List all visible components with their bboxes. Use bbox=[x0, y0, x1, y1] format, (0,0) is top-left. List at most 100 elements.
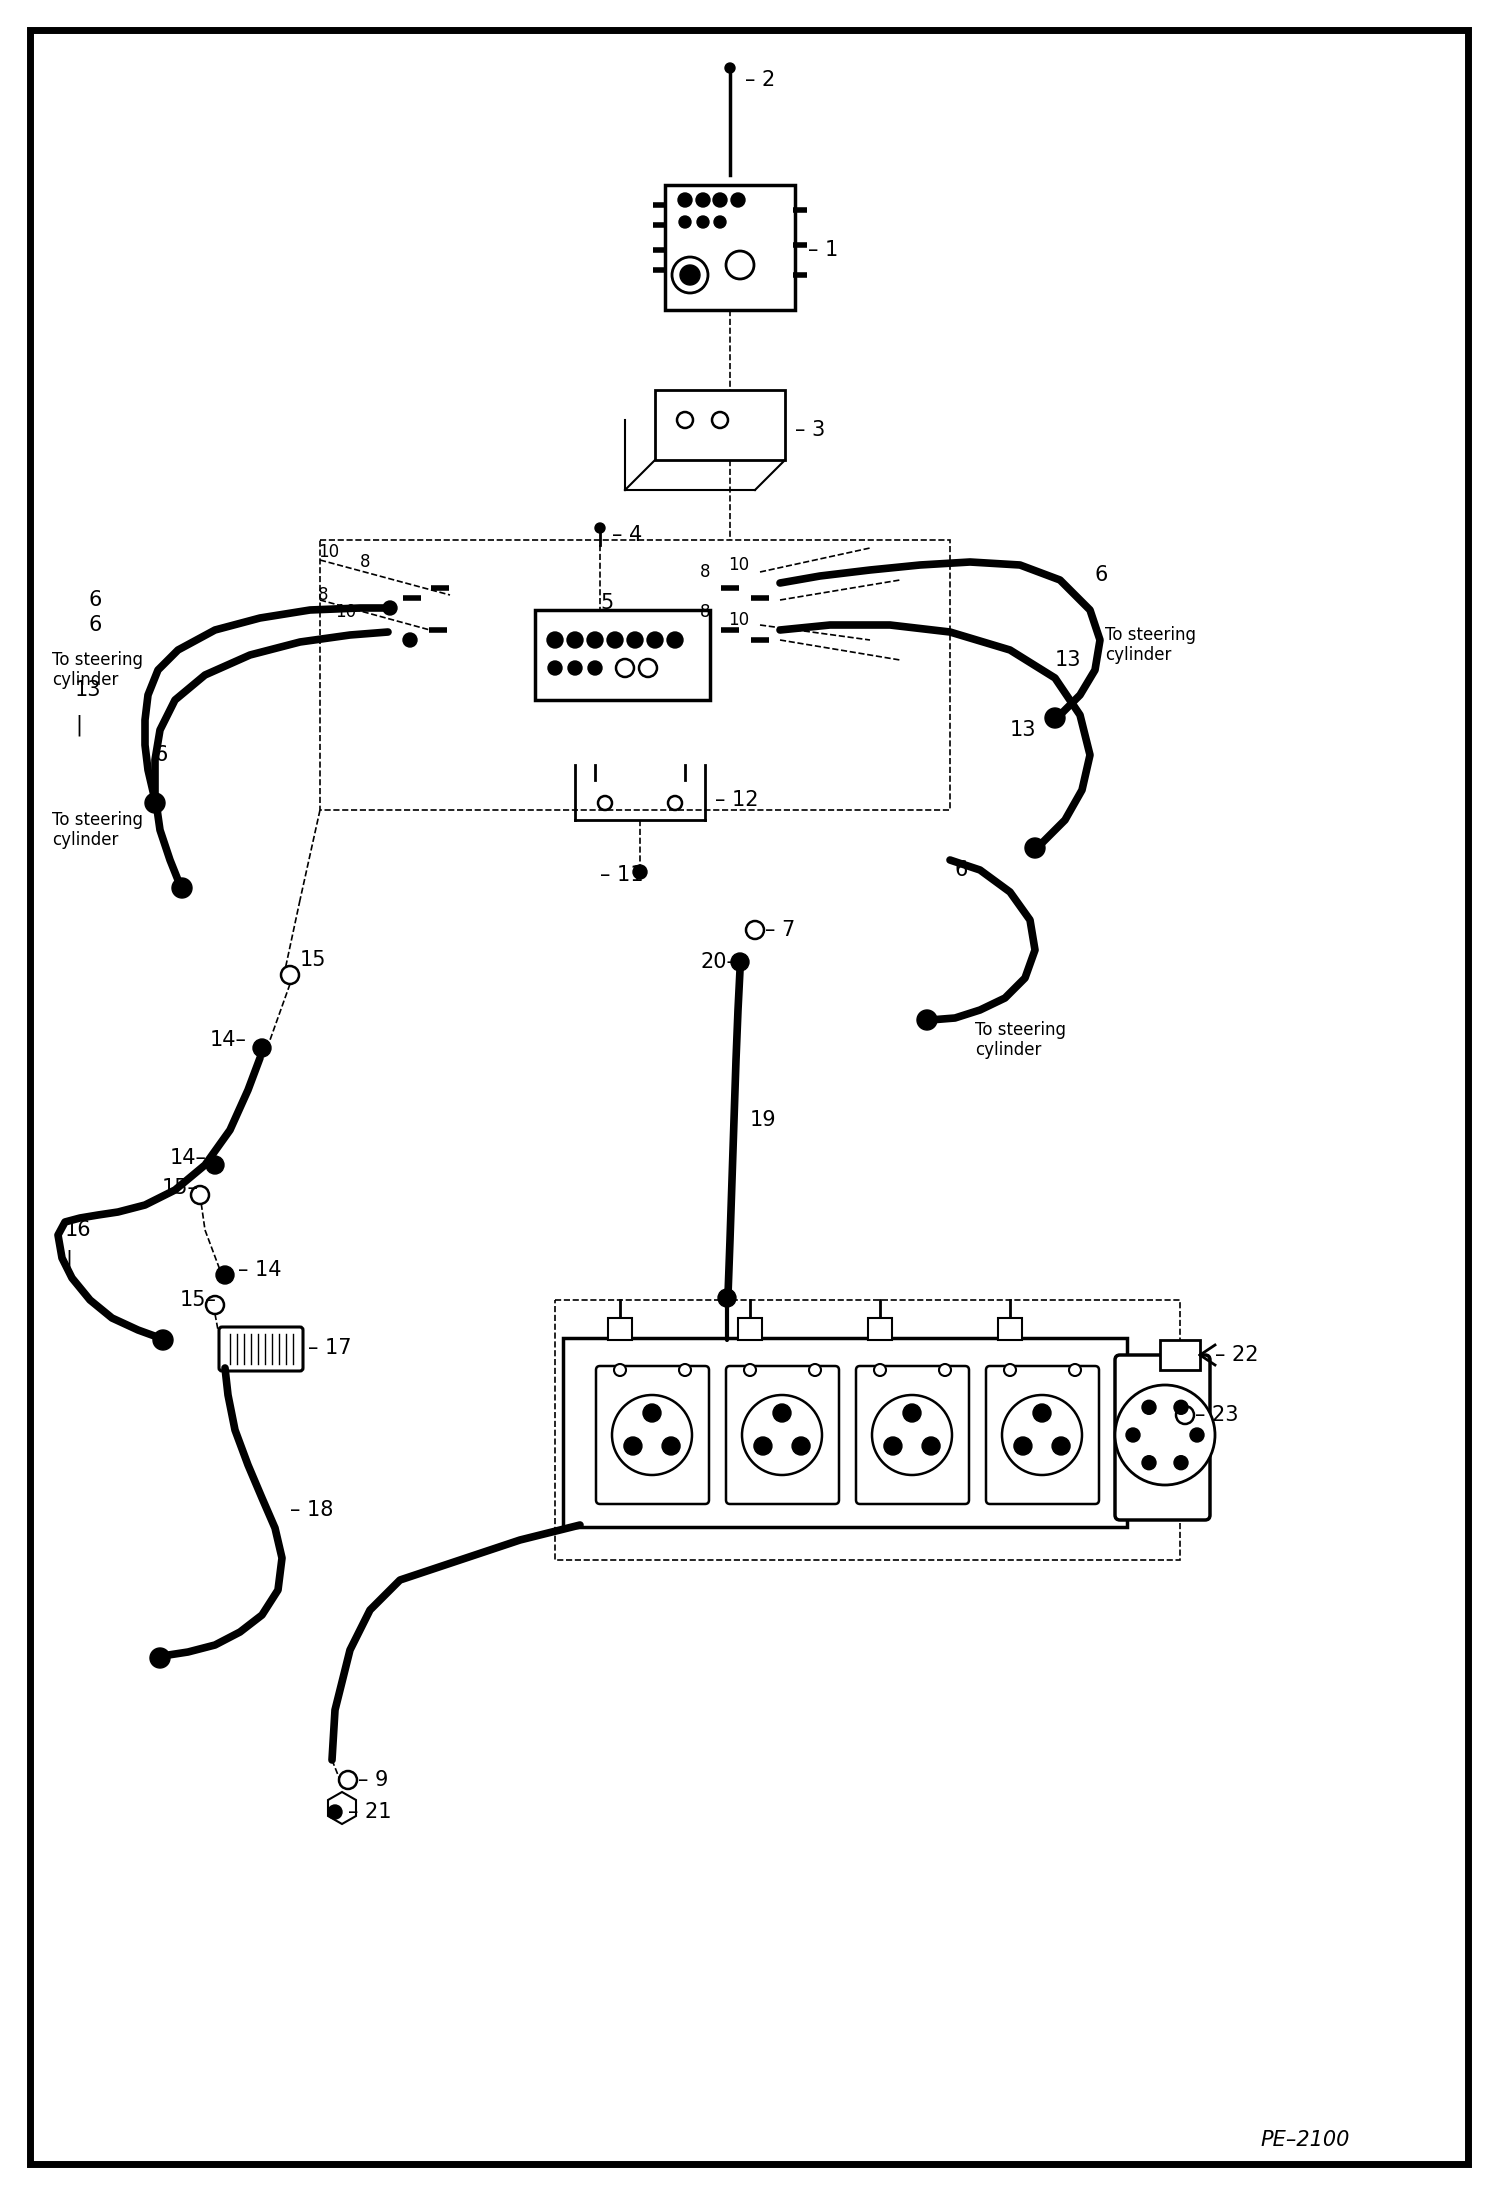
Circle shape bbox=[1174, 1400, 1188, 1415]
Circle shape bbox=[923, 1437, 941, 1455]
FancyBboxPatch shape bbox=[608, 1319, 632, 1341]
FancyBboxPatch shape bbox=[867, 1319, 891, 1341]
Circle shape bbox=[614, 1365, 626, 1376]
Circle shape bbox=[587, 632, 604, 647]
Circle shape bbox=[150, 1648, 169, 1667]
Circle shape bbox=[1025, 838, 1046, 858]
Text: cylinder: cylinder bbox=[975, 1040, 1041, 1060]
Circle shape bbox=[697, 215, 709, 228]
FancyBboxPatch shape bbox=[1115, 1356, 1210, 1520]
Text: 19: 19 bbox=[750, 1110, 776, 1130]
Circle shape bbox=[731, 193, 745, 206]
Circle shape bbox=[667, 632, 683, 647]
Text: 8: 8 bbox=[700, 603, 710, 621]
FancyBboxPatch shape bbox=[855, 1367, 969, 1505]
Circle shape bbox=[1176, 1406, 1194, 1424]
Text: 20–: 20– bbox=[700, 952, 737, 972]
Text: – 21: – 21 bbox=[348, 1801, 391, 1821]
Text: PE–2100: PE–2100 bbox=[1260, 2130, 1350, 2150]
Circle shape bbox=[548, 660, 562, 676]
Circle shape bbox=[647, 632, 664, 647]
FancyBboxPatch shape bbox=[596, 1367, 709, 1505]
Circle shape bbox=[616, 658, 634, 678]
Circle shape bbox=[745, 1365, 756, 1376]
Circle shape bbox=[328, 1806, 342, 1819]
Circle shape bbox=[403, 634, 416, 647]
Circle shape bbox=[731, 952, 749, 972]
Text: – 22: – 22 bbox=[1215, 1345, 1258, 1365]
Text: cylinder: cylinder bbox=[1106, 645, 1171, 665]
Text: – 7: – 7 bbox=[765, 919, 795, 939]
Circle shape bbox=[884, 1437, 902, 1455]
Circle shape bbox=[746, 921, 764, 939]
Circle shape bbox=[773, 1404, 791, 1422]
Text: 15: 15 bbox=[300, 950, 327, 970]
FancyBboxPatch shape bbox=[986, 1367, 1100, 1505]
Text: cylinder: cylinder bbox=[52, 671, 118, 689]
Circle shape bbox=[145, 792, 165, 814]
Circle shape bbox=[1046, 709, 1065, 728]
Text: To steering: To steering bbox=[52, 652, 142, 669]
Text: To steering: To steering bbox=[1106, 625, 1195, 645]
Text: 13: 13 bbox=[75, 680, 102, 700]
Polygon shape bbox=[328, 1792, 357, 1823]
Text: 10: 10 bbox=[336, 603, 357, 621]
Text: 8: 8 bbox=[318, 586, 328, 603]
Circle shape bbox=[677, 412, 694, 428]
FancyBboxPatch shape bbox=[535, 610, 710, 700]
Text: 6: 6 bbox=[88, 614, 102, 634]
Circle shape bbox=[668, 796, 682, 810]
FancyBboxPatch shape bbox=[727, 1367, 839, 1505]
Circle shape bbox=[809, 1365, 821, 1376]
Circle shape bbox=[1141, 1455, 1156, 1470]
Circle shape bbox=[568, 660, 583, 676]
FancyBboxPatch shape bbox=[739, 1319, 762, 1341]
Text: – 23: – 23 bbox=[1195, 1404, 1239, 1424]
FancyBboxPatch shape bbox=[1159, 1341, 1200, 1369]
FancyBboxPatch shape bbox=[998, 1319, 1022, 1341]
Circle shape bbox=[643, 1404, 661, 1422]
FancyBboxPatch shape bbox=[665, 184, 795, 309]
Text: 15–: 15– bbox=[180, 1290, 217, 1310]
Text: 6: 6 bbox=[1095, 566, 1109, 586]
Circle shape bbox=[715, 215, 727, 228]
Circle shape bbox=[873, 1365, 885, 1376]
Circle shape bbox=[680, 265, 700, 285]
Circle shape bbox=[917, 1009, 938, 1029]
Text: 8: 8 bbox=[360, 553, 370, 570]
FancyBboxPatch shape bbox=[219, 1327, 303, 1371]
Text: – 2: – 2 bbox=[745, 70, 776, 90]
Text: – 17: – 17 bbox=[309, 1338, 352, 1358]
Circle shape bbox=[282, 965, 300, 983]
Text: 10: 10 bbox=[318, 542, 339, 562]
Circle shape bbox=[697, 193, 710, 206]
Text: – 1: – 1 bbox=[807, 239, 839, 261]
Circle shape bbox=[192, 1187, 210, 1205]
Circle shape bbox=[753, 1437, 771, 1455]
Circle shape bbox=[547, 632, 563, 647]
Circle shape bbox=[713, 193, 727, 206]
Circle shape bbox=[1014, 1437, 1032, 1455]
Circle shape bbox=[1141, 1400, 1156, 1415]
Circle shape bbox=[640, 658, 658, 678]
Circle shape bbox=[725, 64, 736, 72]
Circle shape bbox=[625, 1437, 643, 1455]
Circle shape bbox=[1189, 1428, 1204, 1441]
Text: 14–: 14– bbox=[210, 1029, 247, 1051]
Circle shape bbox=[662, 1437, 680, 1455]
Text: 16: 16 bbox=[64, 1220, 91, 1240]
FancyBboxPatch shape bbox=[655, 391, 785, 461]
Circle shape bbox=[792, 1437, 810, 1455]
Circle shape bbox=[673, 257, 709, 294]
Text: To steering: To steering bbox=[975, 1020, 1067, 1040]
Circle shape bbox=[1034, 1404, 1052, 1422]
Circle shape bbox=[1070, 1365, 1082, 1376]
Text: 6: 6 bbox=[154, 746, 168, 766]
Circle shape bbox=[383, 601, 397, 614]
Circle shape bbox=[939, 1365, 951, 1376]
Circle shape bbox=[1002, 1395, 1082, 1474]
Circle shape bbox=[207, 1297, 225, 1314]
Text: – 14: – 14 bbox=[238, 1259, 282, 1279]
Circle shape bbox=[216, 1266, 234, 1283]
Text: – 11: – 11 bbox=[601, 864, 644, 884]
